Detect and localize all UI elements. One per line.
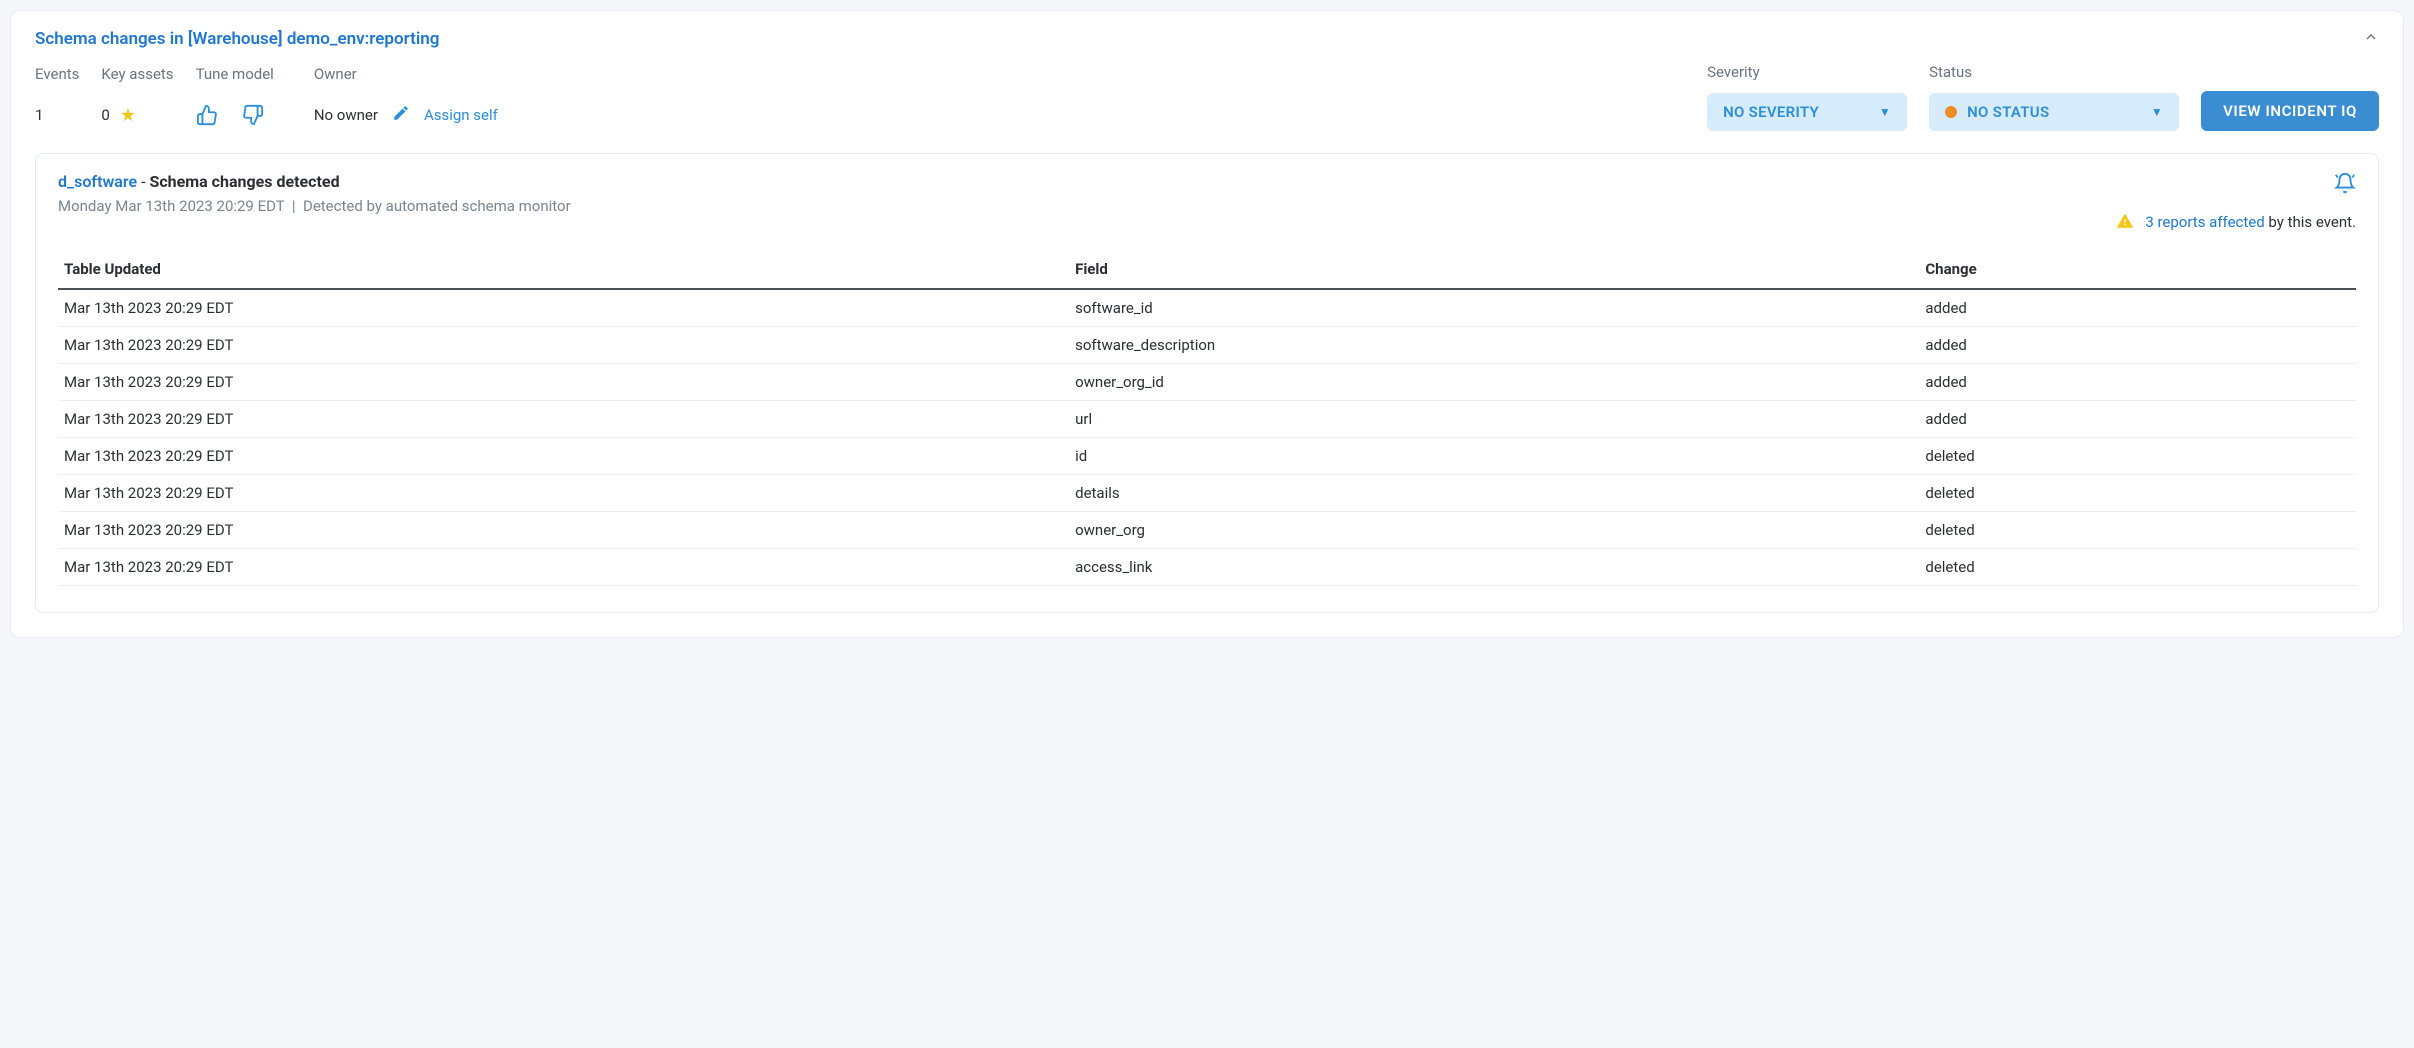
key-assets-label: Key assets <box>101 65 173 83</box>
table-cell: deleted <box>1919 512 2356 549</box>
status-block: Status NO STATUS ▼ <box>1929 63 2179 131</box>
reports-affected-link[interactable]: 3 reports affected <box>2145 213 2264 231</box>
title-row: Schema changes in [Warehouse] demo_env:r… <box>35 29 2379 49</box>
table-cell: Mar 13th 2023 20:29 EDT <box>58 512 1069 549</box>
thumbs-down-icon[interactable] <box>242 104 264 126</box>
event-sep: - <box>137 172 149 191</box>
col-header-updated: Table Updated <box>58 250 1069 289</box>
table-cell: Mar 13th 2023 20:29 EDT <box>58 549 1069 586</box>
warning-icon <box>2116 215 2138 234</box>
events-label: Events <box>35 65 79 83</box>
event-subtitle: Monday Mar 13th 2023 20:29 EDT | Detecte… <box>58 197 571 215</box>
status-dropdown[interactable]: NO STATUS ▼ <box>1929 93 2179 131</box>
tune-model-label: Tune model <box>196 65 274 83</box>
event-title-text: Schema changes detected <box>149 172 339 191</box>
table-cell: Mar 13th 2023 20:29 EDT <box>58 364 1069 401</box>
severity-label: Severity <box>1707 63 1907 81</box>
table-row: Mar 13th 2023 20:29 EDTurladded <box>58 401 2356 438</box>
schema-changes-table: Table Updated Field Change Mar 13th 2023… <box>58 250 2356 586</box>
event-card: d_software - Schema changes detected Mon… <box>35 153 2379 613</box>
key-assets-block: Key assets 0 ★ <box>101 65 173 131</box>
event-detected-by: Detected by automated schema monitor <box>303 197 571 215</box>
thumbs-up-icon[interactable] <box>196 104 218 126</box>
meta-row: Events 1 Key assets 0 ★ Tune model <box>35 63 2379 131</box>
table-row: Mar 13th 2023 20:29 EDTowner_orgdeleted <box>58 512 2356 549</box>
severity-dropdown[interactable]: NO SEVERITY ▼ <box>1707 93 1907 131</box>
assign-self-link[interactable]: Assign self <box>424 106 498 124</box>
chevron-down-icon: ▼ <box>2151 105 2163 119</box>
col-header-field: Field <box>1069 250 1919 289</box>
owner-value: No owner <box>314 106 378 124</box>
table-cell: added <box>1919 401 2356 438</box>
table-cell: Mar 13th 2023 20:29 EDT <box>58 401 1069 438</box>
severity-block: Severity NO SEVERITY ▼ <box>1707 63 1907 131</box>
bell-icon[interactable] <box>2334 172 2356 194</box>
reports-suffix: by this event. <box>2265 213 2356 231</box>
table-cell: software_id <box>1069 289 1919 327</box>
view-incident-iq-button[interactable]: VIEW INCIDENT IQ <box>2201 91 2379 131</box>
table-cell: owner_org <box>1069 512 1919 549</box>
event-timestamp: Monday Mar 13th 2023 20:29 EDT <box>58 197 284 215</box>
status-label: Status <box>1929 63 2179 81</box>
table-cell: id <box>1069 438 1919 475</box>
collapse-icon[interactable] <box>2363 29 2379 49</box>
table-row: Mar 13th 2023 20:29 EDTsoftware_idadded <box>58 289 2356 327</box>
table-cell: Mar 13th 2023 20:29 EDT <box>58 438 1069 475</box>
events-block: Events 1 <box>35 65 79 131</box>
event-title: d_software - Schema changes detected <box>58 172 571 191</box>
table-cell: added <box>1919 289 2356 327</box>
incident-title-link[interactable]: Schema changes in [Warehouse] demo_env:r… <box>35 29 439 49</box>
table-row: Mar 13th 2023 20:29 EDTdetailsdeleted <box>58 475 2356 512</box>
owner-label: Owner <box>314 65 498 83</box>
table-cell: details <box>1069 475 1919 512</box>
table-cell: software_description <box>1069 327 1919 364</box>
event-table-link[interactable]: d_software <box>58 172 137 191</box>
events-count: 1 <box>35 106 43 124</box>
table-cell: access_link <box>1069 549 1919 586</box>
star-icon: ★ <box>120 105 136 126</box>
table-cell: url <box>1069 401 1919 438</box>
table-cell: deleted <box>1919 438 2356 475</box>
edit-owner-icon[interactable] <box>392 104 410 126</box>
table-row: Mar 13th 2023 20:29 EDTaccess_linkdelete… <box>58 549 2356 586</box>
chevron-down-icon: ▼ <box>1879 105 1891 119</box>
key-assets-count: 0 <box>101 106 109 124</box>
table-cell: deleted <box>1919 475 2356 512</box>
table-cell: added <box>1919 327 2356 364</box>
table-cell: Mar 13th 2023 20:29 EDT <box>58 475 1069 512</box>
severity-value: NO SEVERITY <box>1723 103 1819 121</box>
owner-block: Owner No owner Assign self <box>314 65 498 131</box>
status-value: NO STATUS <box>1967 103 2049 121</box>
table-cell: Mar 13th 2023 20:29 EDT <box>58 289 1069 327</box>
status-dot-icon <box>1945 106 1957 118</box>
table-row: Mar 13th 2023 20:29 EDTowner_org_idadded <box>58 364 2356 401</box>
tune-model-block: Tune model <box>196 65 274 131</box>
table-cell: deleted <box>1919 549 2356 586</box>
table-row: Mar 13th 2023 20:29 EDTsoftware_descript… <box>58 327 2356 364</box>
table-cell: owner_org_id <box>1069 364 1919 401</box>
table-row: Mar 13th 2023 20:29 EDTiddeleted <box>58 438 2356 475</box>
table-cell: added <box>1919 364 2356 401</box>
table-cell: Mar 13th 2023 20:29 EDT <box>58 327 1069 364</box>
col-header-change: Change <box>1919 250 2356 289</box>
incident-card: Schema changes in [Warehouse] demo_env:r… <box>10 10 2404 638</box>
